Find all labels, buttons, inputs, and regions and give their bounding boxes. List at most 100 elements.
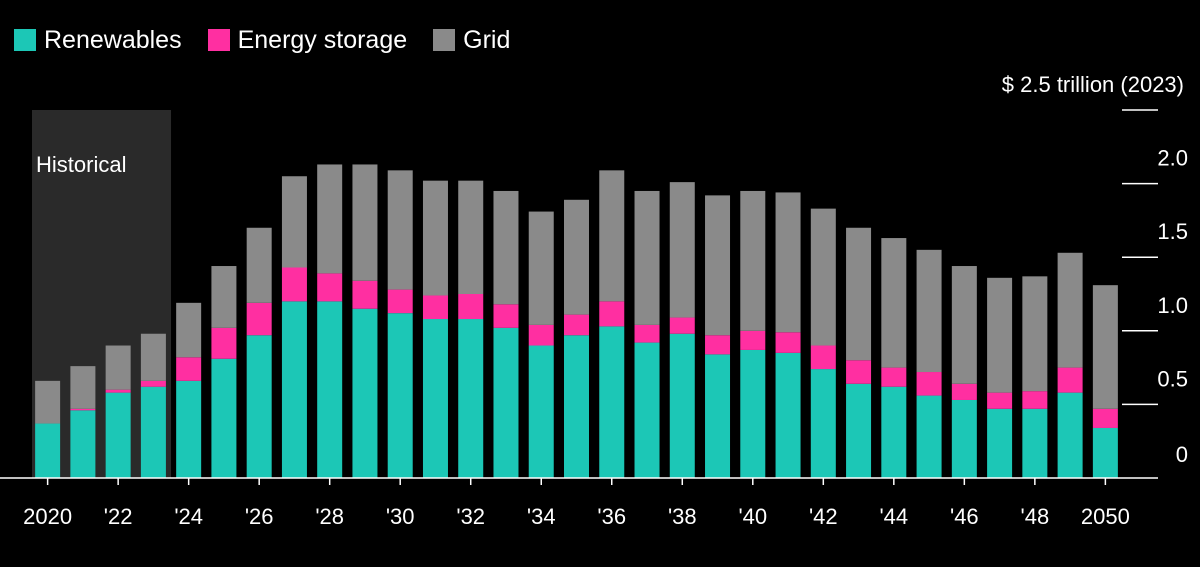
legend-item-renewables[interactable]: Renewables (14, 26, 182, 55)
x-tick-label-2038: '38 (668, 504, 697, 529)
bar-energy-storage-2024 (176, 357, 202, 381)
y-tick-label-1: 0.5 (1157, 366, 1188, 391)
bar-grid-2033 (493, 190, 519, 305)
x-tick-label-2050: 2050 (1081, 504, 1130, 529)
legend-label-grid: Grid (463, 25, 511, 54)
x-tick-label-2042: '42 (809, 504, 838, 529)
bar-energy-storage-2023 (140, 380, 166, 387)
x-tick-label-2024: '24 (174, 504, 203, 529)
bar-energy-storage-2028 (317, 273, 343, 302)
bar-renewables-2045 (916, 395, 942, 478)
bar-renewables-2046 (951, 399, 977, 478)
bar-energy-storage-2025 (211, 327, 237, 359)
bar-energy-storage-2031 (422, 295, 448, 320)
y-tick-label-3: 1.5 (1157, 219, 1188, 244)
bar-renewables-2039 (705, 354, 731, 478)
bar-renewables-2024 (176, 380, 202, 478)
bar-renewables-2037 (634, 342, 660, 478)
bar-energy-storage-2033 (493, 304, 519, 328)
bar-renewables-2049 (1057, 392, 1083, 478)
bar-renewables-2032 (458, 319, 484, 478)
y-tick-label-2: 1.0 (1157, 293, 1188, 318)
bar-grid-2048 (1022, 276, 1048, 392)
bar-renewables-2031 (422, 319, 448, 478)
x-tick-label-2028: '28 (315, 504, 344, 529)
bar-renewables-2042 (810, 369, 836, 478)
bar-energy-storage-2044 (881, 367, 907, 387)
bar-energy-storage-2042 (810, 345, 836, 370)
x-tick-label-2046: '46 (950, 504, 979, 529)
x-tick-label-2032: '32 (456, 504, 485, 529)
legend-item-energy-storage[interactable]: Energy storage (207, 25, 408, 55)
bar-grid-2046 (951, 266, 977, 384)
x-tick-label-2030: '30 (386, 504, 415, 529)
bar-energy-storage-2041 (775, 332, 801, 353)
bar-energy-storage-2035 (564, 314, 589, 336)
bar-grid-2050 (1092, 285, 1118, 409)
bar-renewables-2036 (599, 326, 625, 478)
bar-grid-2032 (458, 180, 484, 294)
bar-renewables-2026 (246, 335, 272, 478)
legend-label-renewables: Renewables (44, 25, 182, 54)
bar-energy-storage-2039 (705, 335, 731, 355)
bar-renewables-2033 (493, 327, 519, 478)
bar-grid-2026 (246, 227, 272, 303)
bar-grid-2042 (810, 208, 836, 346)
legend-swatch-energy-storage (207, 29, 230, 51)
bar-energy-storage-2043 (846, 360, 872, 384)
bar-renewables-2027 (281, 301, 307, 478)
bar-energy-storage-2034 (528, 324, 554, 346)
bar-energy-storage-2049 (1057, 367, 1083, 393)
legend-swatch-grid (433, 29, 456, 51)
bar-grid-2025 (211, 266, 237, 328)
x-tick-label-2026: '26 (245, 504, 274, 529)
bar-energy-storage-2050 (1092, 408, 1118, 428)
bar-energy-storage-2030 (387, 289, 413, 314)
bar-renewables-2025 (211, 358, 237, 478)
bar-grid-2028 (317, 164, 343, 274)
bar-grid-2045 (916, 249, 942, 373)
bar-energy-storage-2046 (951, 383, 977, 400)
bar-energy-storage-2027 (281, 267, 307, 302)
bar-grid-2021 (70, 366, 96, 409)
bar-grid-2043 (846, 227, 872, 361)
bar-energy-storage-2029 (352, 280, 378, 309)
x-tick-label-2022: '22 (104, 504, 133, 529)
bar-energy-storage-2022 (105, 389, 131, 393)
bar-grid-2035 (564, 199, 589, 315)
bar-energy-storage-2038 (669, 317, 695, 334)
bars-group (35, 164, 1118, 478)
bar-renewables-2021 (70, 410, 96, 478)
y-tick-label-0: 0 (1176, 442, 1188, 467)
bar-renewables-2050 (1092, 427, 1118, 478)
bar-grid-2020 (35, 380, 61, 424)
bar-renewables-2034 (528, 345, 554, 478)
bar-grid-2044 (881, 238, 907, 368)
y-axis-unit-label: $ 2.5 trillion (2023) (1002, 72, 1184, 97)
bar-energy-storage-2040 (740, 330, 766, 350)
bar-renewables-2029 (352, 308, 378, 478)
bar-renewables-2038 (669, 333, 695, 478)
legend: Renewables Energy storage Grid (14, 24, 510, 56)
bar-renewables-2023 (140, 386, 166, 478)
bar-energy-storage-2037 (634, 324, 660, 343)
legend-item-grid[interactable]: Grid (433, 26, 510, 55)
x-axis: 2020 '22 '24 '26 '28 '30 '32 '34 '36 '38 '40 '42 '44… (23, 478, 1130, 529)
bar-energy-storage-2045 (916, 372, 942, 396)
bar-renewables-2022 (105, 392, 131, 478)
bar-grid-2037 (634, 190, 660, 325)
legend-label-energy-storage: Energy storage (237, 25, 408, 54)
bar-renewables-2040 (740, 349, 766, 478)
y-axis: 0 0.5 1.0 1.5 2.0 (1122, 109, 1188, 467)
bar-grid-2030 (387, 170, 413, 290)
legend-swatch-renewables (14, 29, 36, 51)
x-tick-label-2044: '44 (879, 504, 908, 529)
bar-energy-storage-2021 (70, 408, 96, 411)
bar-energy-storage-2032 (458, 294, 484, 320)
bar-energy-storage-2026 (246, 302, 272, 336)
bar-renewables-2020 (35, 423, 61, 478)
bar-grid-2049 (1057, 252, 1083, 368)
bar-grid-2036 (599, 170, 625, 302)
x-tick-label-2036: '36 (597, 504, 626, 529)
